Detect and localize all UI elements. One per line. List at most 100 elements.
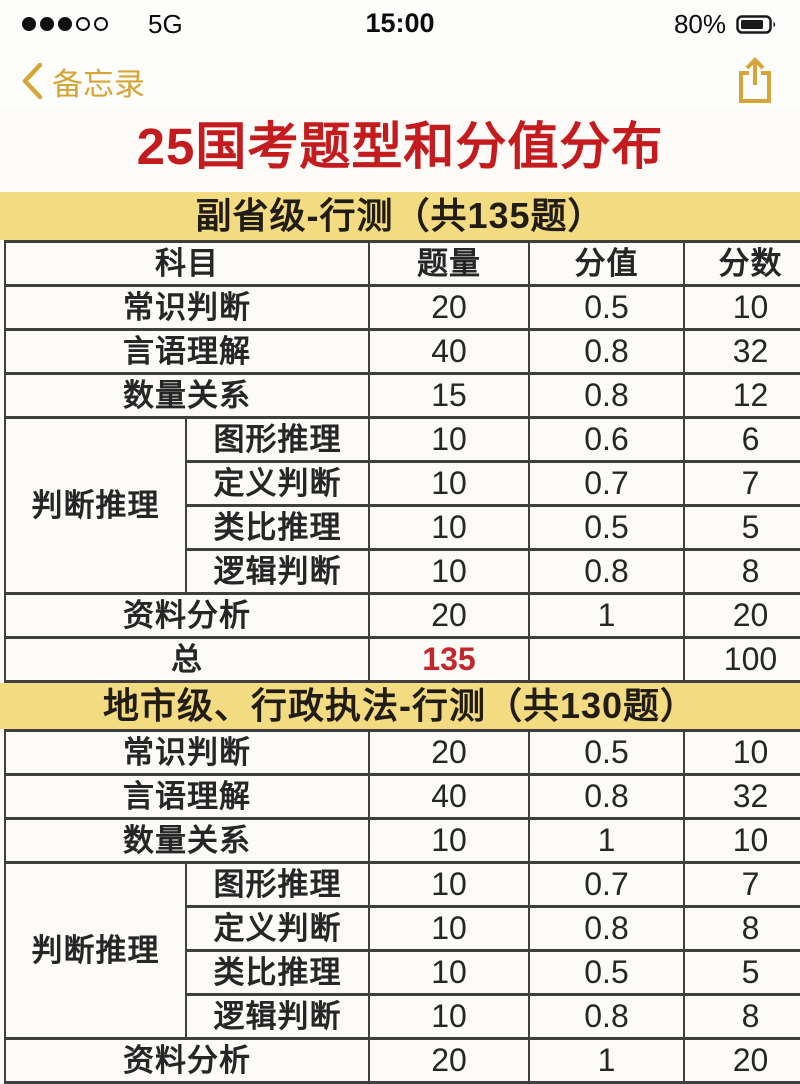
status-bar: 5G 15:00 80% [0, 0, 800, 42]
back-button[interactable]: 备忘录 [20, 59, 145, 104]
point-value-cell: 0.7 [528, 460, 685, 507]
subject-cell: 常识判断 [4, 284, 370, 331]
network-type-label: 5G [148, 8, 183, 39]
table-row: 资料分析 20 1 20 [4, 592, 800, 639]
quantity-cell: 10 [368, 905, 530, 952]
table-row: 判断推理 图形推理 10 0.6 6 [4, 416, 800, 595]
point-value-cell: 0.5 [528, 504, 685, 551]
table-row: 判断推理 图形推理 10 0.7 7 [4, 861, 800, 1040]
quantity-cell: 10 [368, 416, 530, 463]
table-row: 定义判断 10 0.8 8 [5, 905, 800, 952]
signal-dot [22, 17, 36, 31]
table-row: 逻辑判断 10 0.8 8 [5, 993, 800, 1040]
status-bar-right: 80% [674, 9, 778, 40]
group-label-cell: 判断推理 [4, 416, 187, 595]
subject-cell: 总 [4, 636, 370, 683]
score-cell: 7 [683, 861, 800, 908]
column-header: 科目 [4, 240, 370, 287]
score-cell: 5 [683, 504, 800, 551]
score-cell: 20 [683, 592, 800, 639]
score-cell: 5 [683, 949, 800, 996]
quantity-cell: 10 [368, 504, 530, 551]
score-cell: 8 [683, 548, 800, 595]
table-row: 逻辑判断 10 0.8 8 [5, 548, 800, 595]
quantity-cell: 10 [368, 460, 530, 507]
section-banner-municipal: 地市级、行政执法-行测（共130题） [0, 683, 800, 729]
quantity-cell: 40 [368, 773, 530, 820]
point-value-cell: 1 [528, 592, 685, 639]
subject-cell: 资料分析 [4, 1037, 370, 1084]
subject-cell: 资料分析 [4, 592, 370, 639]
table-row: 类比推理 10 0.5 5 [5, 949, 800, 996]
quantity-cell: 10 [368, 949, 530, 996]
table-row: 言语理解 40 0.8 32 [4, 328, 800, 375]
group-label-cell: 判断推理 [4, 861, 187, 1040]
subject-cell: 逻辑判断 [185, 548, 370, 595]
quantity-cell: 135 [368, 636, 530, 683]
score-cell: 32 [683, 773, 800, 820]
battery-percent-label: 80% [673, 8, 726, 39]
point-value-cell: 0.7 [528, 861, 685, 908]
subject-cell: 类比推理 [185, 949, 370, 996]
signal-dot [58, 17, 72, 31]
back-button-label: 备忘录 [52, 66, 145, 102]
share-icon [739, 57, 771, 103]
subject-cell: 数量关系 [4, 817, 370, 864]
nav-bar: 备忘录 [0, 42, 800, 106]
score-cell: 8 [683, 993, 800, 1040]
point-value-cell: 0.5 [528, 284, 685, 331]
point-value-cell: 0.8 [528, 548, 685, 595]
note-title: 25国考题型和分值分布 [136, 118, 664, 175]
score-cell: 7 [683, 460, 800, 507]
point-value-cell: 1 [528, 817, 685, 864]
point-value-cell: 0.8 [528, 905, 685, 952]
score-cell: 100 [683, 636, 800, 683]
subject-cell: 图形推理 [185, 416, 370, 463]
table-row: 常识判断 20 0.5 10 [4, 729, 800, 776]
section-banner-provincial: 副省级-行测（共135题） [0, 192, 800, 240]
quantity-cell: 10 [368, 548, 530, 595]
quantity-cell: 40 [368, 328, 530, 375]
score-cell: 32 [683, 328, 800, 375]
status-time-label: 15:00 [365, 8, 435, 38]
table-row: 定义判断 10 0.7 7 [5, 460, 800, 507]
signal-strength-icon [22, 17, 108, 31]
score-cell: 10 [683, 729, 800, 776]
subject-cell: 逻辑判断 [185, 993, 370, 1040]
score-cell: 12 [683, 372, 800, 419]
share-button[interactable] [736, 57, 774, 105]
point-value-cell: 0.8 [528, 993, 685, 1040]
subject-cell: 言语理解 [4, 328, 370, 375]
signal-dot [40, 17, 54, 31]
chevron-left-icon [22, 62, 43, 100]
score-cell: 8 [683, 905, 800, 952]
battery-icon [736, 14, 776, 34]
point-value-cell: 0.8 [528, 372, 685, 419]
quantity-cell: 10 [368, 993, 530, 1040]
quantity-cell: 10 [368, 861, 530, 908]
point-value-cell: 0.6 [528, 416, 685, 463]
quantity-cell: 20 [368, 284, 530, 331]
note-image[interactable]: 25国考题型和分值分布 副省级-行测（共135题） 科目 题量 分值 分数 常识判断 20… [0, 106, 800, 1084]
score-cell: 20 [683, 1037, 800, 1084]
score-cell: 10 [683, 817, 800, 864]
subject-cell: 定义判断 [185, 460, 370, 507]
table-row: 数量关系 10 1 10 [4, 817, 800, 864]
point-value-cell: 0.5 [528, 949, 685, 996]
signal-dot [94, 17, 108, 31]
table-header-row: 科目 题量 分值 分数 [4, 240, 800, 287]
column-header: 分值 [528, 240, 685, 287]
subject-cell: 常识判断 [4, 729, 370, 776]
quantity-cell: 20 [368, 592, 530, 639]
column-header: 分数 [683, 240, 800, 287]
point-value-cell: 0.5 [528, 729, 685, 776]
column-header: 题量 [368, 240, 530, 287]
table-row: 言语理解 40 0.8 32 [4, 773, 800, 820]
table-row: 总 135 100 [4, 636, 800, 683]
table-row: 类比推理 10 0.5 5 [5, 504, 800, 551]
point-value-cell: 0.8 [528, 773, 685, 820]
score-cell: 6 [683, 416, 800, 463]
quantity-cell: 10 [368, 817, 530, 864]
table-row: 资料分析 20 1 20 [4, 1037, 800, 1084]
